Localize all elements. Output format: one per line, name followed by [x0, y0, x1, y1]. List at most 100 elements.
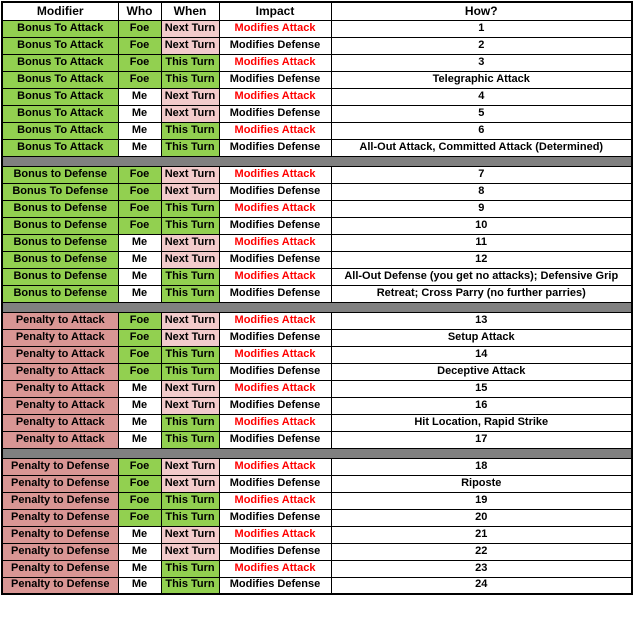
impact-cell: Modifies Defense [218, 328, 332, 347]
table-row: Bonus To Attack Foe This Turn Modifies Atta… [1, 53, 633, 72]
impact-cell: Modifies Attack [218, 559, 332, 578]
who-cell: Foe [117, 457, 162, 476]
table-row: Bonus To Attack Foe Next Turn Modifies Defe… [1, 36, 633, 55]
column-header-how: How? [330, 1, 633, 21]
table-row: Penalty to Attack Me Next Turn Modifies Def… [1, 396, 633, 415]
how-cell: 23 [330, 559, 633, 578]
table-row: Bonus to Defense Me Next Turn Modifies Defe… [1, 250, 633, 269]
who-cell: Me [117, 413, 162, 432]
how-cell: 12 [330, 250, 633, 269]
impact-cell: Modifies Attack [218, 345, 332, 364]
table-row: Penalty to Attack Me This Turn Modifies Def… [1, 430, 633, 449]
impact-cell: Modifies Defense [218, 138, 332, 157]
modifier-cell: Penalty to Defense [1, 457, 119, 476]
when-cell: Next Turn [160, 87, 220, 106]
when-cell: This Turn [160, 267, 220, 286]
how-cell: 13 [330, 311, 633, 330]
who-cell: Foe [117, 491, 162, 510]
when-cell: Next Turn [160, 182, 220, 201]
table-row: Bonus To Attack Foe This Turn Modifies Defe… [1, 70, 633, 89]
when-cell: Next Turn [160, 165, 220, 184]
who-cell: Me [117, 250, 162, 269]
how-cell: All-Out Defense (you get no attacks); De… [330, 267, 633, 286]
how-cell: 3 [330, 53, 633, 72]
impact-cell: Modifies Defense [218, 36, 332, 55]
table-row: Penalty to Defense Me This Turn Modifies At… [1, 559, 633, 578]
who-cell: Foe [117, 19, 162, 38]
modifier-cell: Penalty to Defense [1, 474, 119, 493]
modifier-cell: Bonus To Attack [1, 19, 119, 38]
table-row: Bonus To Attack Foe Next Turn Modifies Atta… [1, 19, 633, 38]
how-cell: 22 [330, 542, 633, 561]
when-cell: This Turn [160, 508, 220, 527]
when-cell: This Turn [160, 53, 220, 72]
table-row: Penalty to Attack Me Next Turn Modifies Att… [1, 379, 633, 398]
modifier-cell: Bonus To Attack [1, 104, 119, 123]
who-cell: Foe [117, 311, 162, 330]
table-row: Bonus to Defense Foe This Turn Modifies Att… [1, 199, 633, 218]
modifier-cell: Penalty to Defense [1, 542, 119, 561]
who-cell: Foe [117, 199, 162, 218]
modifier-cell: Bonus To Attack [1, 87, 119, 106]
table-row: Penalty to Attack Foe Next Turn Modifies De… [1, 328, 633, 347]
who-cell: Me [117, 233, 162, 252]
impact-cell: Modifies Defense [218, 70, 332, 89]
impact-cell: Modifies Attack [218, 491, 332, 510]
how-cell: 18 [330, 457, 633, 476]
how-cell: 10 [330, 216, 633, 235]
when-cell: Next Turn [160, 542, 220, 561]
impact-cell: Modifies Defense [218, 396, 332, 415]
modifier-cell: Bonus To Attack [1, 70, 119, 89]
impact-cell: Modifies Attack [218, 311, 332, 330]
impact-cell: Modifies Defense [218, 250, 332, 269]
table-row: Penalty to Defense Foe This Turn Modifies D… [1, 508, 633, 527]
column-header-who: Who [117, 1, 162, 21]
modifier-cell: Penalty to Attack [1, 311, 119, 330]
when-cell: Next Turn [160, 474, 220, 493]
who-cell: Me [117, 576, 162, 595]
modifier-cell: Bonus to Defense [1, 199, 119, 218]
modifier-cell: Penalty to Defense [1, 508, 119, 527]
modifier-table-container: Modifier Who When Impact How? Bonus To A… [1, 1, 633, 595]
table-row: Bonus to Defense Me This Turn Modifies Atta… [1, 267, 633, 286]
impact-cell: Modifies Defense [218, 362, 332, 381]
table-row: Bonus To Attack Me This Turn Modifies Attac… [1, 121, 633, 140]
when-cell: Next Turn [160, 379, 220, 398]
when-cell: Next Turn [160, 250, 220, 269]
table-row: Penalty to Defense Foe Next Turn Modifies D… [1, 474, 633, 493]
how-cell: 14 [330, 345, 633, 364]
how-cell: 7 [330, 165, 633, 184]
how-cell: 1 [330, 19, 633, 38]
when-cell: Next Turn [160, 36, 220, 55]
who-cell: Foe [117, 216, 162, 235]
impact-cell: Modifies Attack [218, 199, 332, 218]
when-cell: This Turn [160, 70, 220, 89]
table-row: Bonus To Attack Me Next Turn Modifies Defen… [1, 104, 633, 123]
modifier-cell: Bonus To Attack [1, 36, 119, 55]
how-cell: 2 [330, 36, 633, 55]
who-cell: Foe [117, 328, 162, 347]
who-cell: Me [117, 559, 162, 578]
how-cell: All-Out Attack, Committed Attack (Determ… [330, 138, 633, 157]
when-cell: This Turn [160, 559, 220, 578]
when-cell: This Turn [160, 430, 220, 449]
table-row: Bonus To Attack Me Next Turn Modifies Attac… [1, 87, 633, 106]
modifier-cell: Penalty to Defense [1, 491, 119, 510]
table-row: Penalty to Attack Foe This Turn Modifies De… [1, 362, 633, 381]
header-row: Modifier Who When Impact How? [1, 1, 633, 21]
when-cell: This Turn [160, 199, 220, 218]
table-row: Penalty to Defense Foe This Turn Modifies A… [1, 491, 633, 510]
impact-cell: Modifies Attack [218, 413, 332, 432]
how-cell: 15 [330, 379, 633, 398]
how-cell: 8 [330, 182, 633, 201]
impact-cell: Modifies Defense [218, 182, 332, 201]
table-row: Penalty to Attack Foe This Turn Modifies At… [1, 345, 633, 364]
impact-cell: Modifies Defense [218, 216, 332, 235]
when-cell: This Turn [160, 284, 220, 303]
who-cell: Me [117, 138, 162, 157]
when-cell: This Turn [160, 491, 220, 510]
who-cell: Me [117, 121, 162, 140]
who-cell: Me [117, 104, 162, 123]
impact-cell: Modifies Defense [218, 542, 332, 561]
how-cell: 17 [330, 430, 633, 449]
